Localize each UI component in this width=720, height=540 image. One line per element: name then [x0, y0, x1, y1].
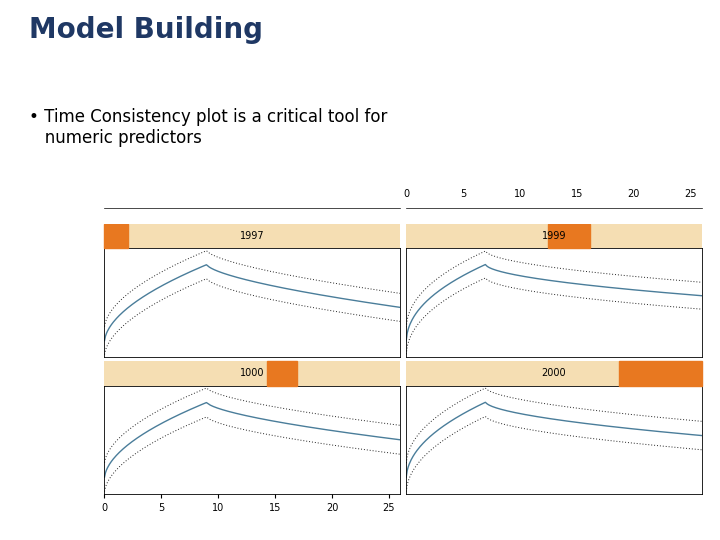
Text: 1997: 1997 [240, 231, 265, 241]
Text: 1999: 1999 [541, 231, 567, 241]
Bar [548, 224, 590, 248]
Text: Model Building: Model Building [29, 16, 263, 44]
Bar [619, 361, 702, 386]
Bar [267, 361, 297, 386]
Text: 15: 15 [673, 516, 698, 534]
Bar [104, 224, 128, 248]
Text: 2000: 2000 [541, 368, 567, 379]
Text: 1000: 1000 [240, 368, 265, 379]
Text: • Time Consistency plot is a critical tool for
   numeric predictors: • Time Consistency plot is a critical to… [29, 108, 387, 147]
